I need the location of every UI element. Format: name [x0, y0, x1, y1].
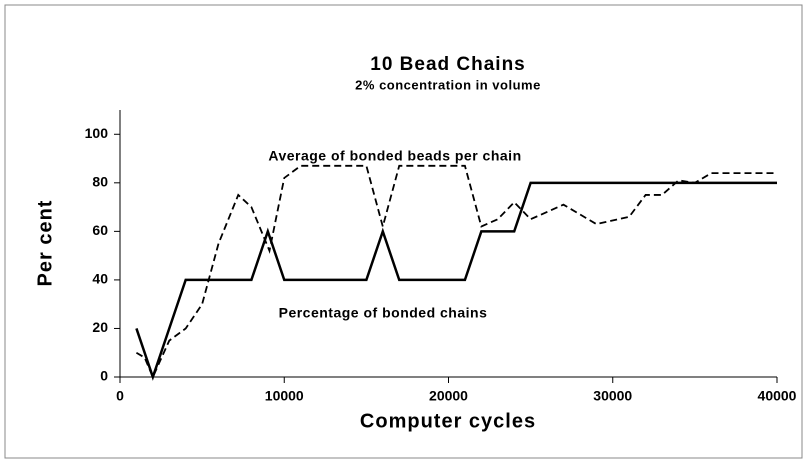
x-tick-label: 20000 [429, 388, 468, 404]
chart-subtitle: 2% concentration in volume [355, 77, 541, 92]
x-tick-label: 10000 [265, 388, 304, 404]
series-annotation: Percentage of bonded chains [279, 305, 488, 321]
y-tick-label: 100 [85, 125, 109, 141]
x-axis-label: Computer cycles [360, 410, 536, 432]
x-tick-label: 40000 [758, 388, 797, 404]
frame [4, 4, 803, 459]
y-tick-label: 80 [92, 174, 108, 190]
y-tick-label: 0 [100, 368, 108, 384]
x-tick-label: 0 [116, 388, 124, 404]
series-line [135, 181, 777, 381]
y-tick-label: 20 [92, 319, 108, 335]
series-line [135, 164, 777, 380]
y-tick-label: 40 [92, 271, 108, 287]
y-axis-label: Per cent [34, 200, 56, 287]
series-annotation: Average of bonded beads per chain [268, 148, 521, 164]
y-tick-label: 60 [92, 222, 108, 238]
x-tick-label: 30000 [593, 388, 632, 404]
chart-title: 10 Bead Chains [370, 54, 526, 75]
